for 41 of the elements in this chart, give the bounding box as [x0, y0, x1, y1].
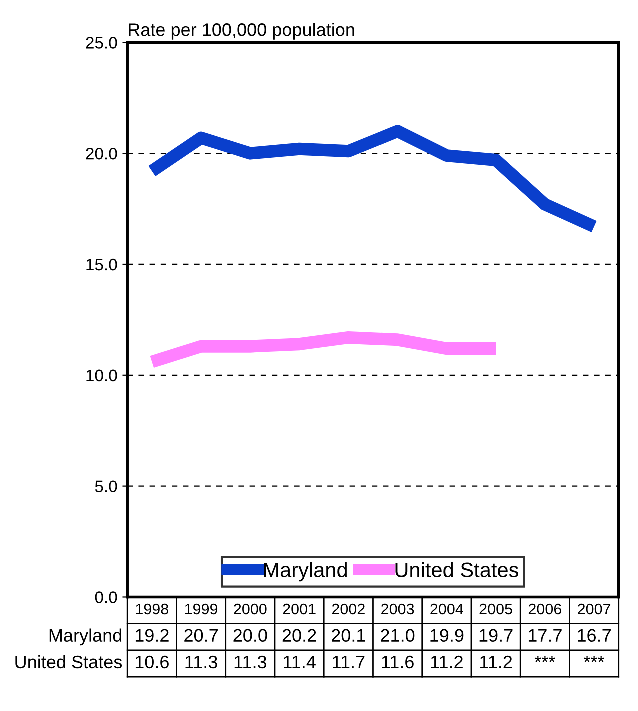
y-tick-label: 5.0	[95, 480, 118, 493]
x-tick-label: 2001	[283, 604, 316, 615]
text: ***	[534, 656, 556, 662]
data-label: 11.7	[333, 656, 365, 668]
data-label: 20.7	[184, 629, 218, 642]
data-label: 20.2	[282, 629, 316, 642]
y-tick-label: 0.0	[95, 592, 118, 604]
x-tick-label: 1998	[136, 604, 168, 615]
data-label: 11.4	[284, 656, 316, 668]
x-tick-label: 2000	[234, 604, 267, 615]
data-label: 21.0	[381, 629, 415, 642]
data-label: 19.9	[430, 629, 464, 642]
data-label: 20.1	[332, 629, 366, 642]
data-label: 17.7	[528, 629, 562, 642]
data-label: 11.3	[234, 656, 267, 669]
x-tick-label: 2005	[480, 604, 512, 615]
legend-label: Maryland	[264, 562, 347, 582]
legend-label: United States	[396, 562, 518, 578]
data-label: 20.0	[234, 629, 268, 642]
data-label: 16.7	[578, 629, 611, 642]
y-tick-label: 10.0	[86, 370, 118, 382]
data-label: 19.2	[136, 629, 169, 642]
data-label: 10.6	[136, 656, 169, 669]
data-label: 11.6	[382, 656, 414, 669]
data-label: 19.7	[480, 629, 513, 642]
y-tick-label: 20.0	[86, 148, 118, 160]
text: United States	[16, 655, 122, 669]
data-label: 11.2	[431, 656, 463, 668]
x-tick-label: 2006	[528, 604, 562, 615]
text: Maryland	[50, 628, 122, 646]
x-tick-label: 1999	[185, 604, 218, 615]
x-tick-label: 2007	[578, 604, 611, 615]
data-label: 11.3	[186, 656, 218, 669]
x-tick-label: 2003	[382, 604, 414, 615]
y-axis-title: Rate per 100,000 population	[129, 23, 354, 40]
x-tick-label: 2004	[430, 604, 464, 615]
text: ***	[584, 656, 605, 662]
x-tick-label: 2002	[332, 604, 365, 615]
data-label: 11.2	[480, 656, 512, 668]
y-tick-label: 25.0	[86, 37, 118, 49]
y-tick-label: 15.0	[86, 258, 118, 271]
